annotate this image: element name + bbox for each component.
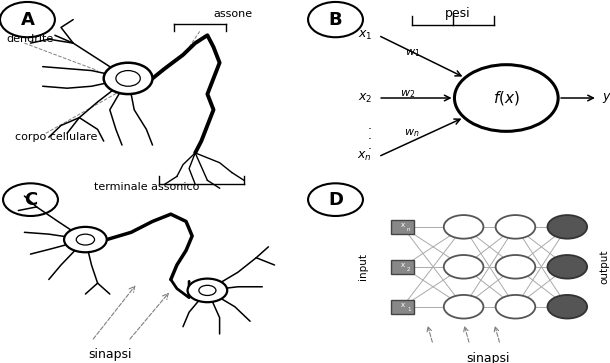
Text: x: x [401, 302, 404, 308]
Circle shape [496, 215, 536, 239]
Text: 2: 2 [407, 267, 411, 272]
Circle shape [444, 215, 483, 239]
Circle shape [444, 255, 483, 279]
Bar [391, 300, 414, 314]
Circle shape [64, 227, 107, 252]
Text: pesi: pesi [445, 7, 470, 20]
Bar [391, 220, 414, 234]
Text: $x_1$: $x_1$ [357, 29, 372, 42]
Text: dendrite: dendrite [6, 34, 53, 44]
Text: assone: assone [214, 9, 253, 19]
Text: terminale assonico: terminale assonico [94, 182, 199, 192]
Circle shape [547, 255, 587, 279]
Text: $y_i$: $y_i$ [603, 91, 610, 105]
Circle shape [496, 295, 536, 319]
Text: A: A [21, 11, 34, 29]
Text: sinapsi: sinapsi [88, 348, 132, 362]
Circle shape [547, 215, 587, 239]
Text: $x_2$: $x_2$ [358, 91, 372, 105]
Text: $w_2$: $w_2$ [400, 88, 415, 100]
Circle shape [188, 279, 228, 302]
Text: D: D [328, 191, 343, 209]
Circle shape [454, 65, 558, 131]
Circle shape [496, 255, 536, 279]
Circle shape [547, 295, 587, 319]
Text: output: output [599, 249, 609, 284]
Text: $x_n$: $x_n$ [357, 150, 372, 163]
Text: $f(x)$: $f(x)$ [493, 89, 520, 107]
Bar [391, 260, 414, 274]
Text: .: . [368, 139, 372, 152]
Text: n: n [407, 227, 411, 232]
Text: corpo cellulare: corpo cellulare [15, 132, 98, 142]
Text: x: x [401, 222, 404, 228]
Text: 1: 1 [407, 307, 411, 312]
Text: .: . [368, 119, 372, 132]
Text: $w_1$: $w_1$ [405, 47, 420, 58]
Text: .: . [368, 129, 372, 142]
Text: B: B [329, 11, 342, 29]
Text: $w_n$: $w_n$ [404, 127, 420, 139]
Circle shape [444, 295, 483, 319]
Text: x: x [401, 262, 404, 268]
Text: sinapsi: sinapsi [466, 352, 510, 363]
Circle shape [104, 63, 152, 94]
Text: C: C [24, 191, 37, 209]
Text: input: input [358, 253, 368, 280]
